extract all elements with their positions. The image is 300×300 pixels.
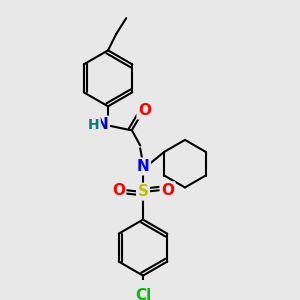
Text: Cl: Cl	[135, 288, 151, 300]
Text: O: O	[138, 103, 151, 118]
Text: N: N	[95, 117, 108, 132]
Text: O: O	[112, 183, 125, 198]
Text: O: O	[161, 183, 174, 198]
Text: H: H	[88, 118, 99, 131]
Text: N: N	[136, 159, 149, 174]
Text: S: S	[137, 184, 148, 199]
